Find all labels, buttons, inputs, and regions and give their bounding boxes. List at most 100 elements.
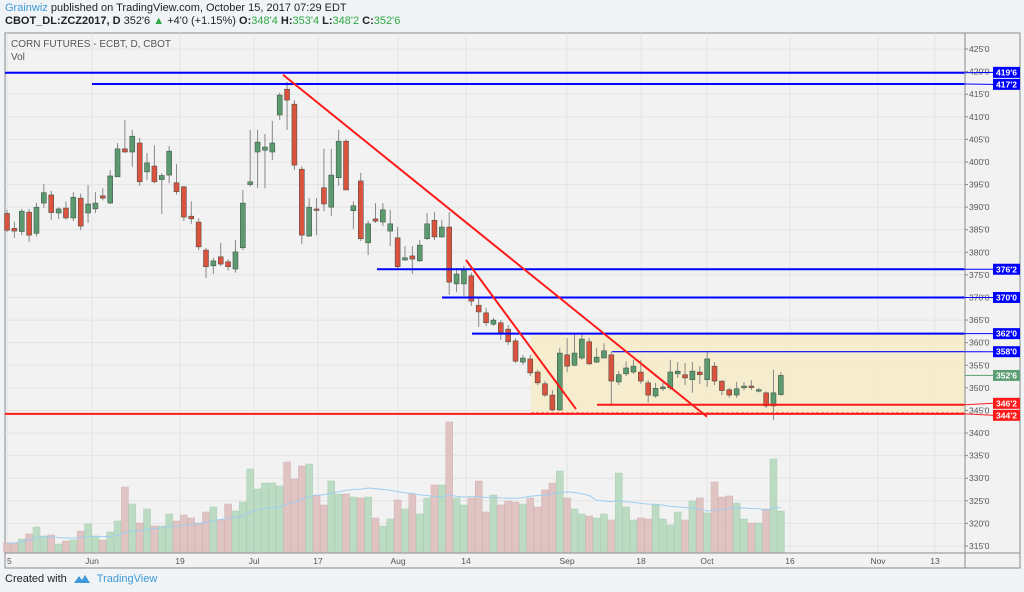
candle-up — [741, 385, 747, 389]
candle-up — [660, 386, 666, 390]
candle-down — [534, 371, 541, 384]
volume-bar — [275, 485, 284, 553]
author-link[interactable]: Grainwiz — [5, 2, 48, 14]
volume-bar — [349, 496, 358, 553]
volume-bar — [106, 531, 114, 553]
volume-bar — [10, 542, 19, 553]
candle-up — [755, 389, 762, 392]
publish-info: Grainwiz published on TradingView.com, O… — [5, 2, 347, 14]
level-badge-label: 376'2 — [996, 264, 1017, 274]
volume-bar — [342, 493, 350, 553]
price-tick-label: 405'0 — [969, 134, 990, 144]
candle-up — [520, 357, 526, 363]
volume-bar — [209, 506, 218, 553]
candle-up — [461, 269, 467, 285]
volume-bar — [769, 458, 778, 553]
candle-down — [122, 148, 128, 153]
volume-bar — [3, 542, 11, 553]
candle-down — [483, 312, 489, 324]
volume-bar — [637, 517, 645, 553]
volume-bar — [312, 494, 321, 553]
volume-bar — [194, 522, 203, 553]
volume-bar — [371, 517, 380, 553]
candle-up — [453, 273, 460, 285]
last-price-badge-label: 352'6 — [996, 370, 1017, 380]
candle-down — [26, 211, 32, 236]
volume-bar — [519, 503, 527, 553]
volume-bar — [76, 530, 85, 553]
candle-up — [365, 223, 371, 244]
candle-up — [240, 202, 246, 249]
price-change: +4'0 (+1.15%) — [167, 15, 236, 27]
time-tick-label: 13 — [930, 556, 940, 566]
candle-down — [763, 392, 769, 407]
time-tick-label: 5 — [7, 556, 12, 566]
volume-bar — [150, 525, 159, 553]
candle-up — [623, 367, 629, 375]
volume-bar — [180, 514, 188, 553]
close-label: C: — [362, 15, 374, 27]
volume-bar — [541, 489, 549, 553]
volume-bar — [762, 508, 770, 553]
time-tick-label: 16 — [785, 556, 795, 566]
candle-down — [343, 140, 349, 191]
candle-up — [350, 205, 357, 211]
candle-up — [615, 374, 622, 383]
volume-bar — [379, 525, 387, 553]
zone-rect[interactable] — [531, 333, 965, 414]
drawn-lines[interactable] — [5, 71, 965, 418]
candle-down — [586, 341, 592, 365]
volume-bar — [32, 526, 41, 553]
tradingview-logo-icon[interactable] — [73, 573, 91, 585]
candle-down — [446, 226, 452, 283]
volume-bar — [585, 515, 593, 553]
candle-up — [387, 223, 393, 232]
candle-down — [512, 340, 519, 362]
volume-bar — [327, 480, 336, 553]
candle-up — [380, 209, 386, 223]
candle-down — [564, 354, 570, 367]
candle-down — [372, 218, 379, 222]
candle-down — [608, 354, 615, 382]
volume-bar — [592, 517, 601, 553]
tradingview-link[interactable]: TradingView — [96, 573, 158, 585]
candle-down — [188, 215, 194, 220]
candle-up — [247, 181, 253, 185]
volume-bar — [246, 468, 254, 553]
volume-bar — [261, 482, 269, 553]
volume-bar — [504, 500, 512, 553]
volume-bar — [386, 518, 394, 553]
volume-bar — [17, 538, 26, 553]
volume-bar — [570, 508, 579, 553]
volume-bar — [268, 482, 277, 553]
volume-bar — [474, 480, 483, 553]
candle-down — [431, 219, 438, 238]
candle-down — [358, 180, 364, 240]
last-price-badge — [993, 369, 1020, 381]
candle-up — [166, 150, 172, 176]
level-badge — [993, 409, 1020, 421]
candle-down — [645, 382, 651, 396]
volume-bar — [651, 504, 660, 553]
trendline[interactable] — [465, 259, 577, 410]
time-axis[interactable]: 5 Jun 19 Jul 17 Aug 14 Sep 18 Oct 16 Nov 13 — [7, 556, 940, 566]
level-badge — [993, 78, 1020, 90]
volume-bar — [290, 478, 299, 553]
candle-up — [424, 223, 430, 240]
volume-ma-line — [7, 487, 781, 544]
candle-down — [203, 249, 209, 268]
level-badge — [993, 328, 1020, 340]
candle-up — [439, 226, 445, 238]
candle-up — [733, 388, 740, 396]
volume-bar — [445, 421, 453, 553]
level-badge — [993, 263, 1020, 275]
candle-up — [770, 392, 777, 407]
time-tick-label: Aug — [390, 556, 405, 566]
candle-up — [276, 94, 283, 116]
candle-up — [778, 375, 784, 395]
trendline[interactable] — [282, 73, 708, 418]
volume-bar — [460, 504, 468, 553]
volume-bar — [165, 513, 173, 553]
candle-up — [114, 148, 121, 178]
